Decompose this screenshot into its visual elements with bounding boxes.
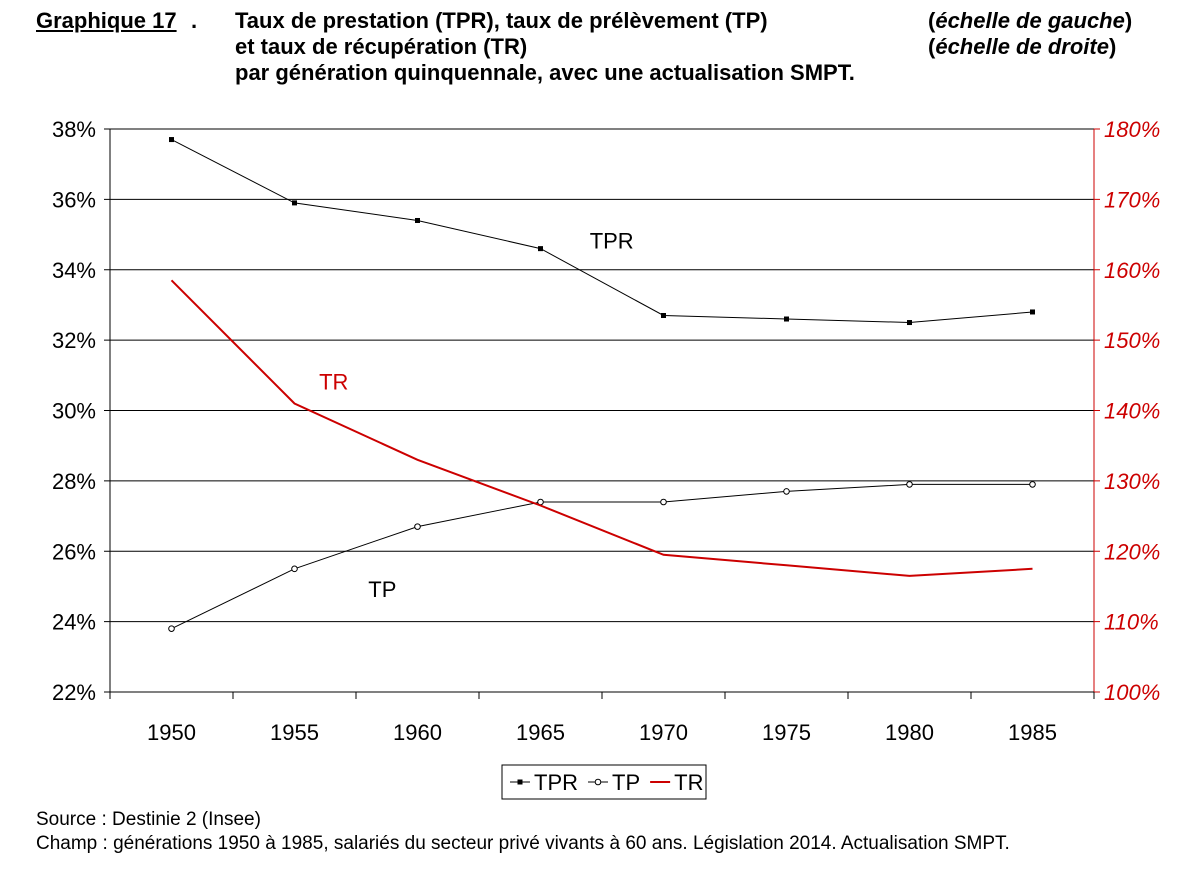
legend-label-tpr: TPR <box>534 770 578 795</box>
left-axis-tick-label: 38% <box>52 117 96 142</box>
figure-label-period: . <box>191 8 198 33</box>
series-annotation-tr: TR <box>319 369 348 394</box>
scale-note-left-close: ) <box>1124 8 1133 33</box>
series-annotation-tp: TP <box>368 577 396 602</box>
right-axis-tick-label: 140% <box>1104 399 1160 424</box>
x-axis-tick-label: 1950 <box>147 720 196 745</box>
legend-label-tp: TP <box>612 770 640 795</box>
source-note: Source : Destinie 2 (Insee) <box>36 809 261 830</box>
point-tpr <box>784 316 789 322</box>
scale-note-left-open: ( <box>928 8 936 33</box>
legend-marker-tpr <box>517 779 523 785</box>
left-axis-tick-label: 32% <box>52 328 96 353</box>
point-tp <box>414 523 421 530</box>
right-axis-tick-label: 160% <box>1104 258 1160 283</box>
left-axis-tick-label: 36% <box>52 187 96 212</box>
point-tpr <box>661 312 666 318</box>
chart-title-line-2: et taux de récupération (TR) <box>235 34 528 59</box>
x-axis-tick-label: 1960 <box>393 720 442 745</box>
left-axis-tick-label: 30% <box>52 399 96 424</box>
right-axis-tick-label: 110% <box>1104 610 1159 635</box>
point-tpr <box>292 200 297 206</box>
point-tpr <box>169 137 174 143</box>
series-line-tp <box>171 483 1033 630</box>
x-axis-tick-label: 1970 <box>639 720 688 745</box>
series-annotation-tpr: TPR <box>590 229 634 254</box>
x-axis-tick-label: 1975 <box>762 720 811 745</box>
scale-note-right: (échelle de droite) <box>928 34 1178 60</box>
left-axis-tick-label: 26% <box>52 539 96 564</box>
point-tpr <box>415 217 420 223</box>
scale-note-left-text: échelle de gauche <box>935 8 1125 33</box>
point-tpr <box>538 246 543 252</box>
legend-label-tr: TR <box>674 770 703 795</box>
x-axis-tick-label: 1965 <box>516 720 565 745</box>
point-tp <box>168 625 175 632</box>
point-tpr <box>1030 309 1035 315</box>
right-axis-tick-label: 150% <box>1104 328 1160 353</box>
x-axis-tick-label: 1980 <box>885 720 934 745</box>
right-axis-tick-label: 180% <box>1104 117 1160 142</box>
figure-label: Graphique 17 <box>36 8 177 33</box>
right-axis-tick-label: 170% <box>1104 187 1160 212</box>
legend-marker-tp <box>594 778 602 786</box>
left-axis-tick-label: 28% <box>52 469 96 494</box>
point-tp <box>660 498 667 506</box>
scale-note-right-text: échelle de droite <box>935 34 1109 59</box>
point-tp <box>291 565 298 573</box>
chart-title: Taux de prestation (TPR), taux de prélèv… <box>235 8 935 86</box>
scale-note-right-open: ( <box>928 34 936 59</box>
point-tp <box>783 488 790 495</box>
left-axis-tick-label: 22% <box>52 680 96 705</box>
right-axis-tick-label: 120% <box>1104 539 1160 564</box>
point-tp <box>906 481 913 488</box>
chart-title-line-3: par génération quinquennale, avec une ac… <box>235 60 855 85</box>
x-axis-tick-label: 1955 <box>270 720 319 745</box>
point-tpr <box>907 320 912 326</box>
scope-note: Champ : générations 1950 à 1985, salarié… <box>36 833 1010 854</box>
x-axis-tick-label: 1985 <box>1008 720 1057 745</box>
scale-note-left: (échelle de gauche) <box>928 8 1178 34</box>
left-axis-tick-label: 24% <box>52 610 96 635</box>
point-tp <box>1029 481 1036 488</box>
chart-title-line-1: Taux de prestation (TPR), taux de prélèv… <box>235 8 768 33</box>
left-axis-tick-label: 34% <box>52 258 96 283</box>
scale-notes: (échelle de gauche) (échelle de droite) <box>928 8 1178 60</box>
right-axis-tick-label: 130% <box>1104 469 1160 494</box>
right-axis-tick-label: 100% <box>1104 680 1160 705</box>
series-line-tpr <box>171 139 1033 324</box>
scale-note-right-close: ) <box>1108 34 1117 59</box>
series-line-tr <box>170 279 1033 577</box>
